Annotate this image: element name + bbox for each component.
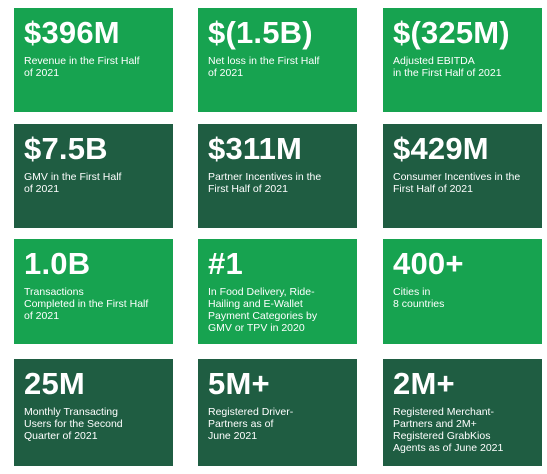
tile-gmv: $7.5B GMV in the First Half of 2021 [14, 124, 173, 228]
tile-adjusted-ebitda: $(325M) Adjusted EBITDA in the First Hal… [383, 8, 542, 112]
tile-value: 400+ [393, 246, 464, 281]
tile-partner-incentives: $311M Partner Incentives in the First Ha… [198, 124, 357, 228]
tile-label: Adjusted EBITDA in the First Half of 202… [393, 55, 502, 79]
tile-value: 2M+ [393, 366, 455, 401]
tile-driver-partners: 5M+ Registered Driver- Partners as of Ju… [198, 359, 357, 466]
tile-label: Transactions Completed in the First Half… [24, 286, 149, 322]
tile-value: $429M [393, 131, 489, 166]
tile-value: 25M [24, 366, 85, 401]
tile-label: Cities in 8 countries [393, 286, 445, 310]
tile-monthly-users: 25M Monthly Transacting Users for the Se… [14, 359, 173, 466]
tile-net-loss: $(1.5B) Net loss in the First Half of 20… [198, 8, 357, 112]
tile-value: $(1.5B) [208, 15, 313, 50]
tile-label: Revenue in the First Half of 2021 [24, 55, 140, 79]
tile-value: 5M+ [208, 366, 270, 401]
tile-label: Registered Merchant- Partners and 2M+ Re… [393, 406, 504, 454]
tile-category-rank: #1 In Food Delivery, Ride- Hailing and E… [198, 239, 357, 344]
tile-value: 1.0B [24, 246, 91, 281]
tile-revenue: $396M Revenue in the First Half of 2021 [14, 8, 173, 112]
tile-label: Registered Driver- Partners as of June 2… [208, 406, 294, 442]
tile-cities: 400+ Cities in 8 countries [383, 239, 542, 344]
tile-value: $(325M) [393, 15, 510, 50]
tile-label: Partner Incentives in the First Half of … [208, 171, 322, 195]
tile-transactions: 1.0B Transactions Completed in the First… [14, 239, 173, 344]
tile-value: $7.5B [24, 131, 108, 166]
tile-label: Monthly Transacting Users for the Second… [24, 406, 123, 442]
tile-label: Consumer Incentives in the First Half of… [393, 171, 521, 195]
tile-label: In Food Delivery, Ride- Hailing and E-Wa… [208, 286, 318, 334]
tile-value: $311M [208, 131, 303, 166]
tile-merchant-partners: 2M+ Registered Merchant- Partners and 2M… [383, 359, 542, 466]
tile-label: GMV in the First Half of 2021 [24, 171, 122, 195]
tile-consumer-incentives: $429M Consumer Incentives in the First H… [383, 124, 542, 228]
tile-label: Net loss in the First Half of 2021 [208, 55, 320, 79]
tile-value: #1 [208, 246, 243, 281]
tile-value: $396M [24, 15, 120, 50]
